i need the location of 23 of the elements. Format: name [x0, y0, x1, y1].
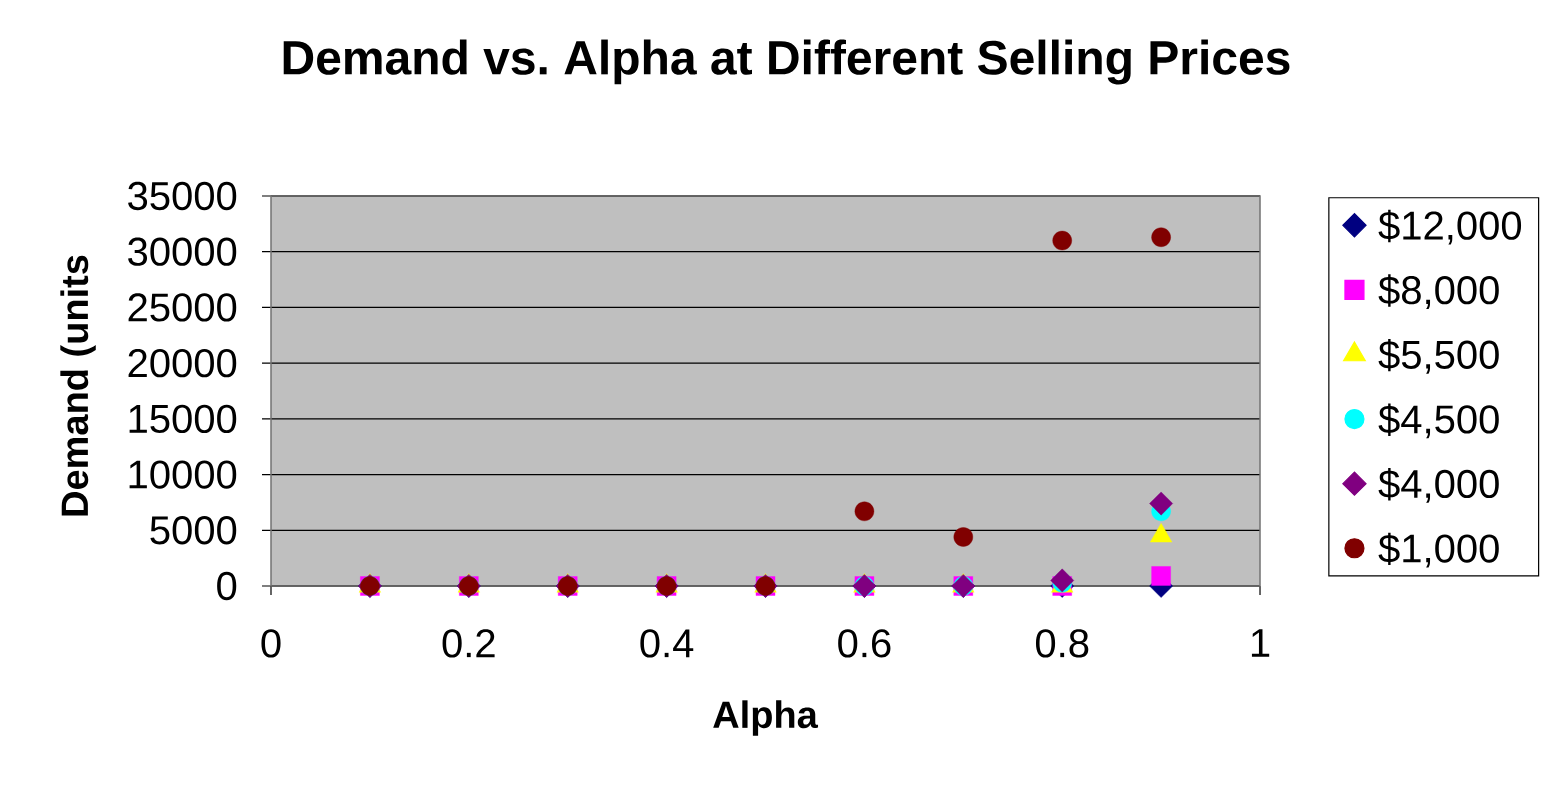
x-tick-label: 0 — [261, 629, 281, 658]
y-tick-label: 0 — [217, 571, 237, 601]
y-tick-label: 5000 — [150, 516, 237, 545]
x-tick-label: 0.8 — [1035, 629, 1089, 658]
legend-label: $4,000 — [1378, 468, 1499, 503]
x-tick-label: 0.2 — [442, 629, 495, 658]
x-axis-title: Alpha — [713, 700, 819, 736]
x-tick-label: 0.6 — [838, 629, 891, 658]
y-tick-label: 15000 — [129, 404, 237, 434]
y-axis-title: Demand (units — [60, 255, 96, 516]
legend-label: $5,500 — [1378, 338, 1499, 374]
y-tick-label: 20000 — [128, 348, 237, 378]
legend-label: $1,000 — [1378, 532, 1499, 568]
y-tick-label: 10000 — [129, 460, 237, 489]
x-tick-label: 1 — [1251, 629, 1270, 657]
legend-label: $4,500 — [1378, 403, 1499, 439]
y-tick-label: 35000 — [128, 181, 237, 211]
chart-title: Demand vs. Alpha at Different Selling Prices — [283, 39, 1290, 85]
y-tick-label: 30000 — [128, 237, 237, 266]
y-tick-label: 25000 — [128, 293, 237, 322]
legend-label: $8,000 — [1378, 274, 1499, 310]
x-tick-label: 0.4 — [640, 629, 694, 658]
legend-label: $12,000 — [1378, 209, 1522, 245]
